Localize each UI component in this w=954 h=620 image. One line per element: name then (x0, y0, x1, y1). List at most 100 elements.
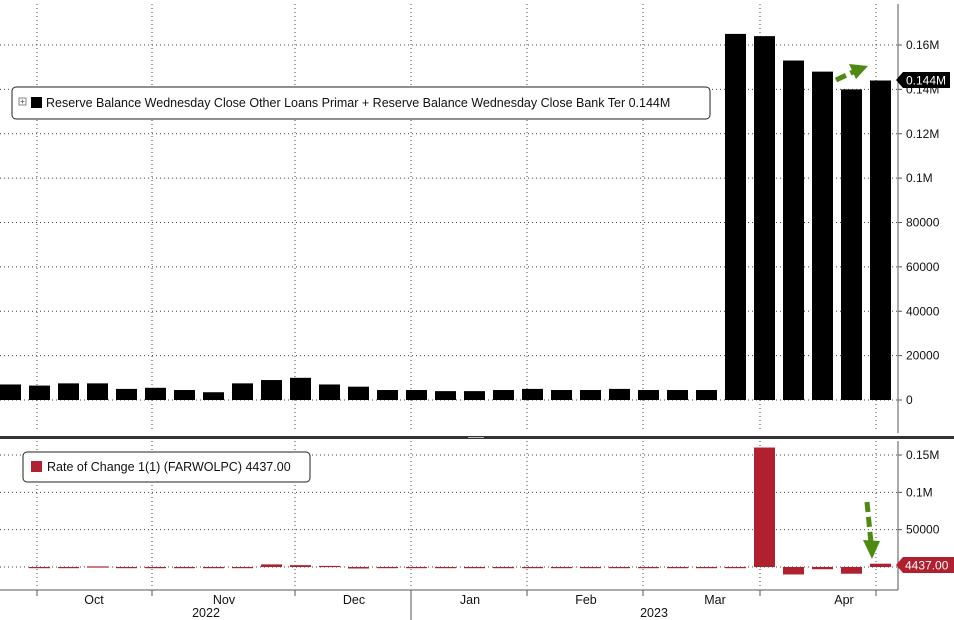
month-label-mar: Mar (704, 593, 726, 607)
top-bar-13 (377, 390, 398, 400)
top-bar-23 (667, 390, 688, 400)
bottom-bar-5 (174, 567, 195, 569)
top-legend[interactable]: Reserve Balance Wednesday Close Other Lo… (11, 86, 711, 120)
top-tick-label-8: 0.16M (906, 38, 939, 52)
top-bar-30 (870, 80, 891, 400)
top-tick-label-1: 20000 (906, 349, 940, 363)
top-bar-1 (29, 385, 50, 400)
bottom-bar-11 (348, 567, 369, 569)
bottom-last-value-tag: 4437.00 (896, 557, 954, 573)
bottom-bar-15 (464, 567, 485, 569)
bottom-bar-23 (696, 567, 717, 569)
bottom-bar-0 (29, 567, 50, 569)
top-bar-2 (58, 383, 79, 400)
bottom-bar-25 (754, 447, 775, 567)
top-bar-4 (116, 388, 137, 400)
bottom-y-axis: 50000 0.1M 0.15M (897, 441, 940, 590)
year-label-2023: 2023 (640, 606, 668, 620)
bottom-bar-17 (522, 567, 543, 569)
bottom-bar-7 (232, 567, 253, 569)
bottom-bar-8 (261, 564, 282, 567)
bottom-legend[interactable]: Rate of Change 1(1) (FARWOLPC) 4437.00 (22, 451, 311, 483)
top-bar-6 (174, 390, 195, 400)
bottom-bar-6 (203, 567, 224, 569)
top-bar-19 (551, 390, 572, 400)
top-tick-label-4: 80000 (906, 216, 940, 230)
month-label-feb: Feb (575, 593, 597, 607)
bottom-bar-26 (783, 567, 804, 575)
top-tick-label-3: 60000 (906, 260, 940, 274)
bottom-bar-2 (87, 566, 108, 568)
top-bar-8 (232, 383, 253, 400)
bottom-panel-grid (0, 441, 898, 588)
bottom-bar-19 (580, 567, 601, 569)
bottom-legend-text: Rate of Change 1(1) (FARWOLPC) 4437.00 (47, 460, 291, 474)
legend-swatch-black (31, 97, 42, 108)
bottom-bar-1 (58, 567, 79, 569)
month-label-dec: Dec (343, 593, 365, 607)
bottom-bar-14 (435, 567, 456, 569)
top-bar-7 (203, 392, 224, 400)
top-bar-9 (261, 380, 282, 400)
top-bar-0 (0, 384, 21, 400)
bottom-bar-18 (551, 567, 572, 569)
top-bar-22 (638, 390, 659, 400)
bottom-tick-label-2: 0.15M (906, 448, 939, 462)
bottom-panel-bars (29, 447, 891, 575)
top-bar-21 (609, 388, 630, 400)
bottom-bar-3 (116, 567, 137, 569)
top-bar-24 (696, 390, 717, 400)
top-tick-label-6: 0.12M (906, 127, 939, 141)
top-bar-16 (464, 391, 485, 400)
top-bar-28 (812, 71, 833, 400)
bottom-bar-21 (638, 567, 659, 569)
top-bar-10 (290, 377, 311, 400)
top-legend-text: Reserve Balance Wednesday Close Other Lo… (46, 96, 670, 110)
bottom-bar-20 (609, 567, 630, 569)
top-bar-17 (493, 390, 514, 400)
bottom-bar-13 (406, 567, 427, 569)
green-arrow-top (834, 64, 868, 83)
month-label-apr: Apr (834, 593, 853, 607)
bottom-bar-29 (870, 563, 891, 567)
month-label-oct: Oct (84, 593, 104, 607)
month-label-nov: Nov (213, 593, 236, 607)
bottom-tick-label-1: 0.1M (906, 485, 933, 499)
x-month-labels: Oct Nov Dec Jan Feb Mar Apr 2022 2023 (84, 593, 853, 620)
bottom-bar-4 (145, 567, 166, 569)
top-bar-18 (522, 388, 543, 400)
top-bar-3 (87, 383, 108, 400)
green-arrow-bottom (863, 501, 880, 559)
top-tick-label-0: 0 (906, 393, 913, 407)
top-bar-14 (406, 390, 427, 400)
panel-resize-handle[interactable] (468, 437, 484, 438)
top-tick-label-5: 0.1M (906, 171, 933, 185)
top-bar-27 (783, 60, 804, 400)
top-bar-26 (754, 36, 775, 400)
bottom-tick-label-0: 50000 (906, 523, 940, 537)
bottom-bar-24 (725, 567, 746, 569)
bottom-bar-27 (812, 567, 833, 570)
top-panel-bars (0, 33, 891, 400)
bottom-bar-28 (841, 567, 862, 574)
bottom-bar-9 (290, 565, 311, 567)
bottom-bar-10 (319, 565, 340, 568)
top-bar-15 (435, 391, 456, 400)
top-bar-20 (580, 390, 601, 400)
bottom-bar-22 (667, 567, 688, 569)
top-bar-25 (725, 33, 746, 400)
top-bar-11 (319, 384, 340, 400)
svg-text:0.144M: 0.144M (906, 74, 946, 88)
legend-swatch-red (31, 461, 42, 472)
month-label-jan: Jan (460, 593, 480, 607)
top-last-value-tag: 0.144M (896, 72, 950, 88)
top-bar-5 (145, 387, 166, 400)
top-bar-29 (841, 89, 862, 400)
year-label-2022: 2022 (192, 606, 220, 620)
top-bar-12 (348, 386, 369, 400)
bottom-bar-16 (493, 567, 514, 569)
x-axis (0, 589, 898, 620)
top-tick-label-2: 40000 (906, 304, 940, 318)
